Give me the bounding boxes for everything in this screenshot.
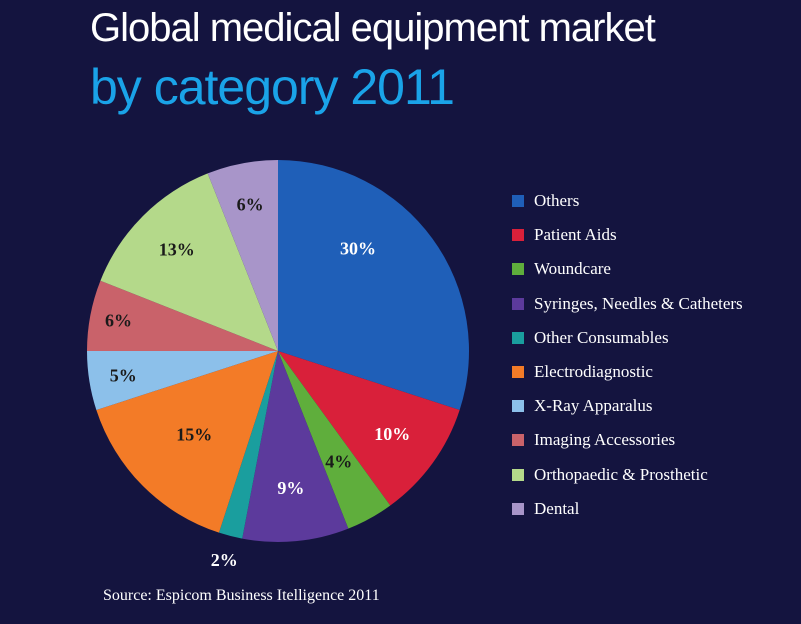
- legend-label: Other Consumables: [534, 327, 669, 347]
- pie-slice-others: [278, 160, 469, 411]
- legend-swatch: [512, 229, 524, 242]
- data-label-x-ray-apparalus: 5%: [110, 366, 137, 386]
- legend-swatch: [512, 502, 524, 515]
- pie-slice-syringes-needles-and-catheters: [242, 351, 349, 543]
- legend-label: Orthopaedic & Prosthetic: [534, 464, 708, 484]
- legend-swatch: [512, 195, 524, 208]
- legend-item-x-ray-apparalus: X-Ray Apparalus: [512, 389, 743, 423]
- legend-label: Others: [534, 191, 580, 211]
- legend-swatch: [512, 400, 524, 413]
- legend-item-others: Others: [512, 184, 743, 218]
- legend-label: Syringes, Needles & Catheters: [534, 293, 743, 313]
- legend-item-imaging-accessories: Imaging Accessories: [512, 423, 743, 457]
- chart-title: Global medical equipment market: [90, 6, 656, 50]
- legend-swatch: [512, 468, 524, 481]
- pie-slices: [87, 160, 469, 543]
- legend-swatch: [512, 331, 524, 344]
- legend-label: Electrodiagnostic: [534, 362, 653, 382]
- legend-label: Imaging Accessories: [534, 430, 676, 450]
- legend-label: Patient Aids: [534, 225, 617, 245]
- legend-swatch: [512, 434, 524, 447]
- data-label-other-consumables: 2%: [211, 550, 238, 570]
- pie-labels: 30% 10% 4% 9% 2% 15% 5% 6% 13% 6%: [105, 195, 410, 570]
- pie-slice-imaging-accessories: [87, 280, 278, 351]
- data-label-imaging-accessories: 6%: [105, 311, 132, 331]
- legend-swatch: [512, 297, 524, 310]
- legend-item-electrodiagnostic: Electrodiagnostic: [512, 355, 743, 389]
- data-label-dental: 6%: [237, 195, 264, 215]
- chart-legend: Others Patient Aids Woundcare Syringes, Nee…: [512, 184, 743, 526]
- data-label-patient-aids: 10%: [374, 424, 410, 444]
- data-label-woundcare: 4%: [325, 452, 352, 472]
- pie-slice-other-consumables: [218, 351, 278, 539]
- legend-label: Dental: [534, 498, 580, 518]
- data-label-orthopaedic-and-prosthetic: 13%: [159, 240, 195, 260]
- legend-swatch: [512, 366, 524, 379]
- legend-item-other-consumables: Other Consumables: [512, 321, 743, 355]
- legend-item-dental: Dental: [512, 492, 743, 526]
- pie-slice-dental: [207, 160, 278, 351]
- pie-slice-patient-aids: [278, 351, 460, 506]
- pie-slice-electrodiagnostic: [96, 351, 278, 533]
- legend-label: X-Ray Apparalus: [534, 396, 653, 416]
- legend-item-syringes-needles-and-catheters: Syringes, Needles & Catheters: [512, 287, 743, 321]
- chart-subtitle: by category 2011: [90, 59, 455, 115]
- data-label-syringes-needles-and-catheters: 9%: [277, 478, 304, 498]
- data-label-others: 30%: [340, 239, 376, 259]
- pie-slice-x-ray-apparalus: [87, 351, 278, 411]
- legend-swatch: [512, 263, 524, 276]
- legend-item-orthopaedic-and-prosthetic: Orthopaedic & Prosthetic: [512, 458, 743, 492]
- legend-item-woundcare: Woundcare: [512, 252, 743, 286]
- data-label-electrodiagnostic: 15%: [176, 425, 212, 445]
- pie-slice-woundcare: [278, 351, 391, 529]
- legend-label: Woundcare: [534, 259, 611, 279]
- legend-item-patient-aids: Patient Aids: [512, 218, 743, 252]
- pie-slice-orthopaedic-and-prosthetic: [100, 173, 278, 351]
- source-note: Source: Espicom Business Itelligence 201…: [103, 587, 380, 604]
